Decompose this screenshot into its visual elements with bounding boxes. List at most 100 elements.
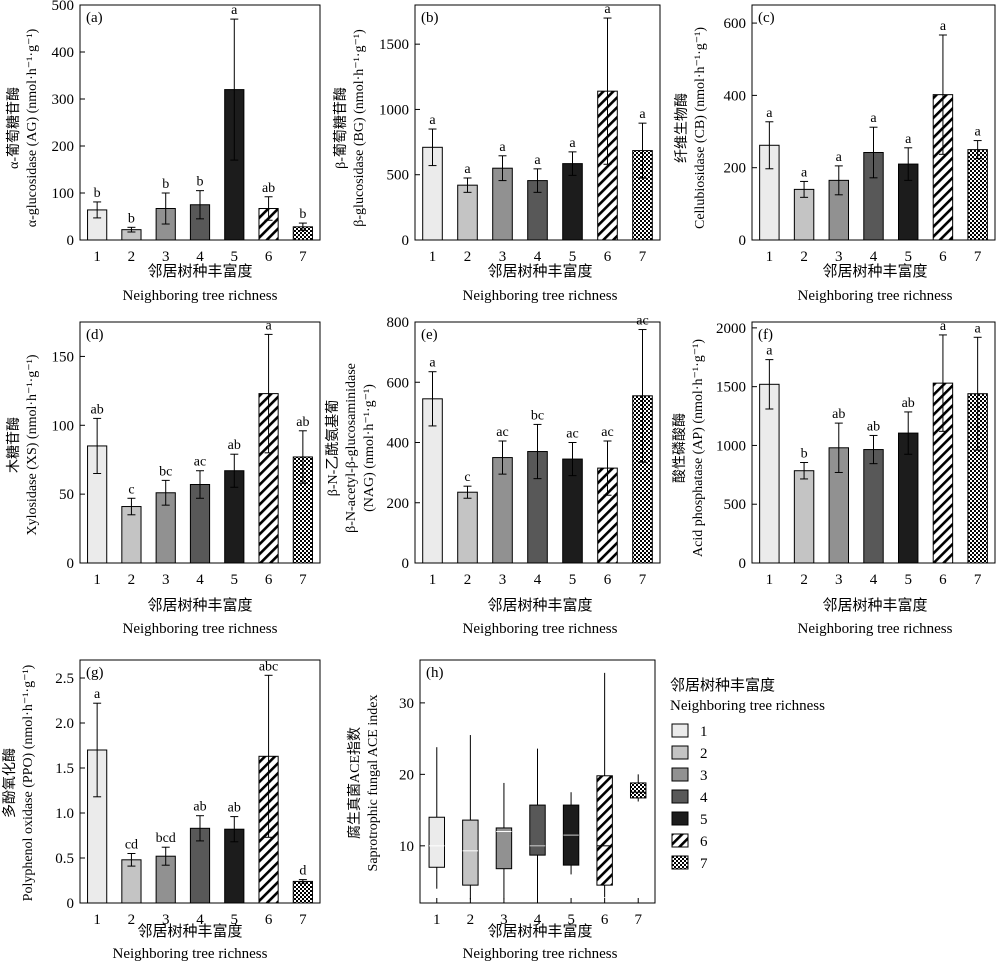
panel-b-label: (b) bbox=[421, 10, 439, 26]
panel-a-xtick-label: 4 bbox=[196, 249, 204, 265]
panel-f-xtick-label: 5 bbox=[904, 572, 912, 588]
panel-h-xlabel-cn: 邻居树种丰富度 bbox=[487, 922, 592, 940]
panel-c-ytick-label: 400 bbox=[724, 88, 747, 104]
legend-item-label: 1 bbox=[700, 724, 708, 740]
panel-f-significance-letter: ab bbox=[867, 419, 880, 434]
panel-d-ytick-label: 0 bbox=[67, 556, 75, 572]
panel-a-significance-letter: ab bbox=[262, 181, 275, 196]
panel-d-ylabel-cn: 木糖苷酶 bbox=[6, 417, 22, 473]
panel-e-significance-letter: c bbox=[464, 470, 470, 485]
panel-b-xtick-label: 6 bbox=[604, 249, 612, 265]
legend-swatch bbox=[671, 811, 689, 826]
panel-g-xtick-label: 1 bbox=[93, 912, 101, 928]
legend-swatch bbox=[671, 767, 689, 782]
panel-g-xlabel-en: Neighboring tree richness bbox=[113, 946, 268, 962]
panel-e-significance-letter: bc bbox=[531, 408, 544, 423]
panel-f-significance-letter: ab bbox=[902, 396, 915, 411]
panel-d-ylabel-en: Xylosidase (XS) (nmol·h⁻¹·g⁻¹) bbox=[25, 354, 40, 535]
panel-d-xlabel-cn: 邻居树种丰富度 bbox=[147, 596, 252, 614]
panel-d-ytick-label: 150 bbox=[52, 349, 75, 365]
panel-c-significance-letter: a bbox=[836, 150, 843, 165]
panel-g-ytick-label: 2.5 bbox=[55, 671, 74, 687]
panel-a: α-葡萄糖苷酶 α-glucosidase (AG) (nmol·h⁻¹·g⁻¹… bbox=[6, 28, 278, 304]
panel-h-label: (h) bbox=[426, 665, 444, 681]
panel-c-bar bbox=[967, 149, 988, 241]
panel-g-label: (g) bbox=[86, 665, 104, 681]
legend-title-cn: 邻居树种丰富度 bbox=[670, 676, 775, 694]
panel-e-significance-letter: ac bbox=[496, 425, 508, 440]
panel-e-significance-letter: ac bbox=[566, 427, 578, 442]
legend-item-label: 4 bbox=[700, 790, 708, 806]
panel-f: 酸性磷酸酶 Acid phosphatase (AP) (nmol·h⁻¹·g⁻… bbox=[672, 339, 953, 637]
panel-h-xtick-label: 1 bbox=[433, 912, 441, 928]
panel-h-box bbox=[596, 775, 613, 886]
panel-g-significance-letter: abc bbox=[259, 659, 278, 674]
legend-item-label: 5 bbox=[700, 812, 708, 828]
panel-g-ytick-label: 1.0 bbox=[55, 806, 74, 822]
panel-b-ytick-label: 1500 bbox=[379, 37, 409, 53]
panel-a-xlabel-en: Neighboring tree richness bbox=[123, 288, 278, 304]
panel-b-xtick-label: 5 bbox=[569, 249, 577, 265]
panel-g-ytick-label: 0.5 bbox=[55, 851, 74, 867]
panel-f-ytick-label: 2000 bbox=[716, 321, 746, 337]
panel-e-significance-letter: a bbox=[429, 356, 436, 371]
panel-f-ytick-label: 1500 bbox=[716, 380, 746, 396]
panel-f-significance-letter: a bbox=[766, 344, 773, 359]
panel-g-ytick-label: 0 bbox=[67, 896, 75, 912]
panel-h-ylabel-cn: 腐生真菌ACE指数 bbox=[346, 727, 363, 839]
panel-c-label: (c) bbox=[758, 10, 775, 26]
panel-a-ytick-label: 0 bbox=[67, 233, 75, 249]
panel-f-bar bbox=[759, 383, 780, 564]
panel-a-ytick-label: 400 bbox=[52, 45, 75, 61]
panel-e-ytick-label: 0 bbox=[402, 556, 410, 572]
panel-h-xtick-label: 6 bbox=[601, 912, 609, 928]
legend-title-en: Neighboring tree richness bbox=[670, 698, 825, 714]
panel-d-xtick-label: 2 bbox=[128, 572, 136, 588]
panel-g-ylabel-cn: 多酚氧化酶 bbox=[1, 748, 18, 818]
panel-a-xtick-label: 1 bbox=[93, 249, 101, 265]
panel-g-xtick-label: 6 bbox=[265, 912, 273, 928]
panel-b-ylabel-en: β-glucosidase (BG) (nmol·h⁻¹·g⁻¹) bbox=[352, 29, 367, 227]
panel-g-ylabel-en: Polyphenol oxidase (PPO) (nmol·h⁻¹·g⁻¹) bbox=[21, 664, 36, 901]
panel-d-significance-letter: ab bbox=[296, 415, 309, 430]
panel-h-box bbox=[428, 816, 446, 868]
panel-d-ytick-label: 50 bbox=[59, 487, 74, 503]
panel-d-xtick-label: 7 bbox=[299, 572, 307, 588]
panel-f-xtick-label: 6 bbox=[939, 572, 947, 588]
panel-f-xtick-label: 1 bbox=[766, 572, 774, 588]
panel-e-bar bbox=[457, 491, 478, 564]
panel-d-xtick-label: 4 bbox=[196, 572, 204, 588]
panel-g-bar bbox=[292, 880, 313, 904]
panel-e-xtick-label: 6 bbox=[604, 572, 612, 588]
panel-a-ytick-label: 300 bbox=[52, 92, 75, 108]
panel-g-xtick-label: 7 bbox=[299, 912, 307, 928]
panel-e-ytick-label: 400 bbox=[387, 436, 410, 452]
panel-f-bar bbox=[863, 449, 884, 564]
panel-e-xtick-label: 2 bbox=[464, 572, 472, 588]
panel-f-label: (f) bbox=[758, 327, 773, 343]
panel-e-ytick-label: 200 bbox=[387, 496, 410, 512]
panel-c-ylabel-en: Cellubiosidase (CB) (nmol·h⁻¹·g⁻¹) bbox=[693, 27, 708, 229]
panel-d-significance-letter: ab bbox=[228, 438, 241, 453]
legend-swatch bbox=[671, 855, 689, 870]
panel-c-significance-letter: a bbox=[940, 19, 947, 34]
panel-h-box bbox=[529, 804, 546, 856]
panel-c-xtick-label: 6 bbox=[939, 249, 947, 265]
panel-b-ytick-label: 500 bbox=[387, 168, 410, 184]
panel-d-significance-letter: ac bbox=[194, 455, 206, 470]
panel-c-xtick-label: 1 bbox=[766, 249, 774, 265]
panel-b-significance-letter: a bbox=[464, 162, 471, 177]
panel-a-significance-letter: b bbox=[299, 207, 306, 222]
panel-c-significance-letter: a bbox=[905, 132, 912, 147]
panel-g-significance-letter: ab bbox=[228, 801, 241, 816]
panel-e-ylabel-en2: (NAG) (nmol·h⁻¹·g⁻¹) bbox=[362, 384, 377, 512]
legend-swatch bbox=[671, 833, 689, 848]
panel-f-significance-letter: ab bbox=[832, 407, 845, 422]
panel-g-xtick-label: 5 bbox=[231, 912, 239, 928]
panel-g-significance-letter: ab bbox=[193, 800, 206, 815]
panel-b-xtick-label: 3 bbox=[499, 249, 507, 265]
panel-f-ylabel-en: Acid phosphatase (AP) (nmol·h⁻¹·g⁻¹) bbox=[691, 339, 706, 557]
panel-a-xtick-label: 7 bbox=[299, 249, 307, 265]
panel-d-xtick-label: 6 bbox=[265, 572, 273, 588]
